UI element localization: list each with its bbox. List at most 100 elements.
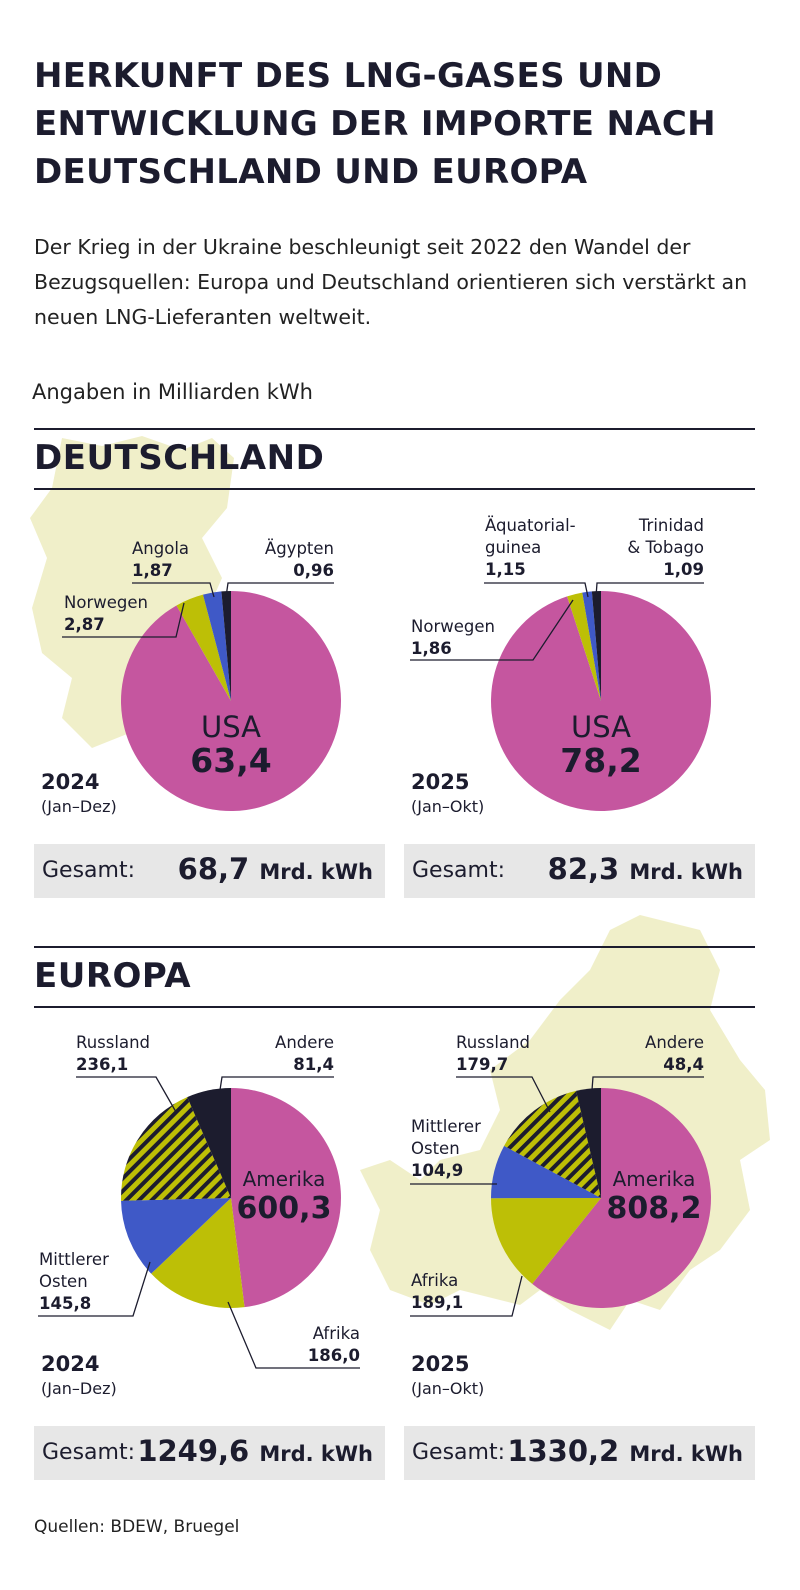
center-value: 600,3 xyxy=(236,1191,332,1226)
label-afrika-2024: Afrika 186,0 xyxy=(260,1323,360,1367)
label-value: 1,09 xyxy=(663,560,704,579)
section-title-europa: EUROPA xyxy=(34,956,192,996)
center-label-de-2024: USA 63,4 xyxy=(171,710,291,778)
center-name: Amerika xyxy=(612,1167,696,1191)
label-value: 236,1 xyxy=(76,1055,129,1074)
label-aegypten-2024: Ägypten 0,96 xyxy=(234,538,334,582)
total-label: Gesamt: xyxy=(412,858,505,883)
center-value: 808,2 xyxy=(606,1191,702,1226)
leader-aegypten-2024 xyxy=(225,582,334,598)
units-note: Angaben in Milliarden kWh xyxy=(32,380,313,404)
leader-andere-2025 xyxy=(591,1076,704,1091)
label-value: 1,87 xyxy=(132,561,173,580)
label-afrika-2025: Afrika 189,1 xyxy=(411,1270,463,1314)
year-de-2024: 2024 xyxy=(41,770,100,794)
divider-eu-bottom xyxy=(34,1006,755,1008)
year-de-2025: 2025 xyxy=(411,770,470,794)
total-value: 68,7 Mrd. kWh xyxy=(177,852,373,886)
intro-text: Der Krieg in der Ukraine beschleunigt se… xyxy=(34,235,748,329)
label-name: Afrika xyxy=(312,1324,360,1343)
pie-de-2024 xyxy=(121,591,342,811)
total-label: Gesamt: xyxy=(412,1440,505,1465)
leader-russland-2025 xyxy=(456,1076,551,1113)
label-russland-2024: Russland 236,1 xyxy=(76,1032,150,1076)
leader-mittlerer-osten-2024 xyxy=(38,1261,151,1317)
leader-russland-2024 xyxy=(76,1076,177,1113)
pie-slice-norwegen xyxy=(176,594,231,701)
center-name: USA xyxy=(570,710,631,744)
leader-aequatorialguinea-2025 xyxy=(484,582,589,598)
leader-andere-2024 xyxy=(219,1076,334,1091)
total-de-2025: Gesamt: 82,3 Mrd. kWh xyxy=(404,844,755,898)
total-eu-2024: Gesamt: 1249,6 Mrd. kWh xyxy=(34,1426,385,1480)
divider-de-bottom xyxy=(34,488,755,490)
label-trinidad-2025: Trinidad & Tobago 1,09 xyxy=(594,515,704,581)
title-line-3: DEUTSCHLAND UND EUROPA xyxy=(34,152,588,192)
label-mittlerer-osten-2024: Mittlerer Osten 145,8 xyxy=(39,1249,109,1315)
leader-afrika-2025 xyxy=(410,1275,523,1317)
label-norwegen-2024: Norwegen 2,87 xyxy=(64,592,148,636)
pie-slice-usa xyxy=(121,591,342,811)
label-name: Russland xyxy=(456,1033,531,1052)
period-eu-2024: (Jan–Dez) xyxy=(41,1379,117,1398)
pie-eu-2025 xyxy=(491,1088,712,1308)
label-value: 48,4 xyxy=(663,1055,704,1074)
pie-slice-andere xyxy=(187,1088,231,1198)
label-aequatorialguinea-2025: Äquatorial-guinea 1,15 xyxy=(485,515,595,581)
section-title-deutschland: DEUTSCHLAND xyxy=(34,438,325,478)
label-name: Mittlerer Osten xyxy=(39,1250,109,1291)
label-norwegen-2025: Norwegen 1,86 xyxy=(411,616,495,660)
center-value: 78,2 xyxy=(560,741,642,780)
leader-norwegen-2024 xyxy=(62,602,185,638)
pie-slice-norwegen xyxy=(567,592,601,701)
pie-slice-andere xyxy=(576,1088,601,1198)
source-note: Quellen: BDEW, Bruegel xyxy=(34,1517,240,1537)
label-andere-2025: Andere 48,4 xyxy=(604,1032,704,1076)
center-value: 63,4 xyxy=(190,741,272,780)
label-value: 2,87 xyxy=(64,615,105,634)
label-name: Trinidad & Tobago xyxy=(627,516,704,557)
period-de-2024: (Jan–Dez) xyxy=(41,797,117,816)
label-value: 189,1 xyxy=(411,1293,464,1312)
label-value: 186,0 xyxy=(307,1346,360,1365)
label-value: 1,86 xyxy=(411,639,452,658)
pie-de-2025 xyxy=(490,591,711,812)
divider-de-top xyxy=(34,428,755,430)
pie-slice-russland xyxy=(504,1090,601,1198)
total-value: 82,3 Mrd. kWh xyxy=(547,852,743,886)
pie-slice-ägypten xyxy=(221,591,231,701)
label-value: 179,7 xyxy=(456,1055,509,1074)
pie-slice-usa xyxy=(490,591,711,812)
label-name: Norwegen xyxy=(411,617,495,636)
label-value: 81,4 xyxy=(293,1055,334,1074)
label-name: Mittlerer Osten xyxy=(411,1117,481,1158)
pie-slice-trinidad-tobago xyxy=(591,591,601,701)
leader-norwegen-2025 xyxy=(410,599,574,661)
label-russland-2025: Russland 179,7 xyxy=(456,1032,530,1076)
pie-slice-äquatorial-guinea xyxy=(582,591,601,701)
label-name: Ägypten xyxy=(264,539,334,558)
label-angola-2024: Angola 1,87 xyxy=(132,538,189,582)
label-andere-2024: Andere 81,4 xyxy=(234,1032,334,1076)
label-name: Äquatorial-guinea xyxy=(485,516,576,557)
pie-slice-afrika xyxy=(151,1198,245,1308)
pie-slice-mittlerer-osten xyxy=(121,1198,231,1274)
label-value: 1,15 xyxy=(485,560,526,579)
center-name: Amerika xyxy=(242,1167,326,1191)
total-value: 1330,2 Mrd. kWh xyxy=(507,1434,743,1468)
label-value: 0,96 xyxy=(293,561,334,580)
divider-eu-top xyxy=(34,946,755,948)
period-eu-2025: (Jan–Okt) xyxy=(411,1379,485,1398)
year-eu-2024: 2024 xyxy=(41,1352,100,1376)
total-eu-2025: Gesamt: 1330,2 Mrd. kWh xyxy=(404,1426,755,1480)
pie-slice-angola xyxy=(203,591,231,701)
title-line-2: ENTWICKLUNG DER IMPORTE NACH xyxy=(34,104,716,144)
leader-trinidad-2025 xyxy=(595,582,704,598)
center-name: USA xyxy=(200,710,261,744)
germany-outline xyxy=(30,436,234,748)
page-title: HERKUNFT DES LNG-GASES UND ENTWICKLUNG D… xyxy=(34,52,774,196)
label-mittlerer-osten-2025: Mittlerer Osten 104,9 xyxy=(411,1116,481,1182)
pie-slice-russland xyxy=(121,1097,231,1201)
center-label-de-2025: USA 78,2 xyxy=(541,710,661,778)
